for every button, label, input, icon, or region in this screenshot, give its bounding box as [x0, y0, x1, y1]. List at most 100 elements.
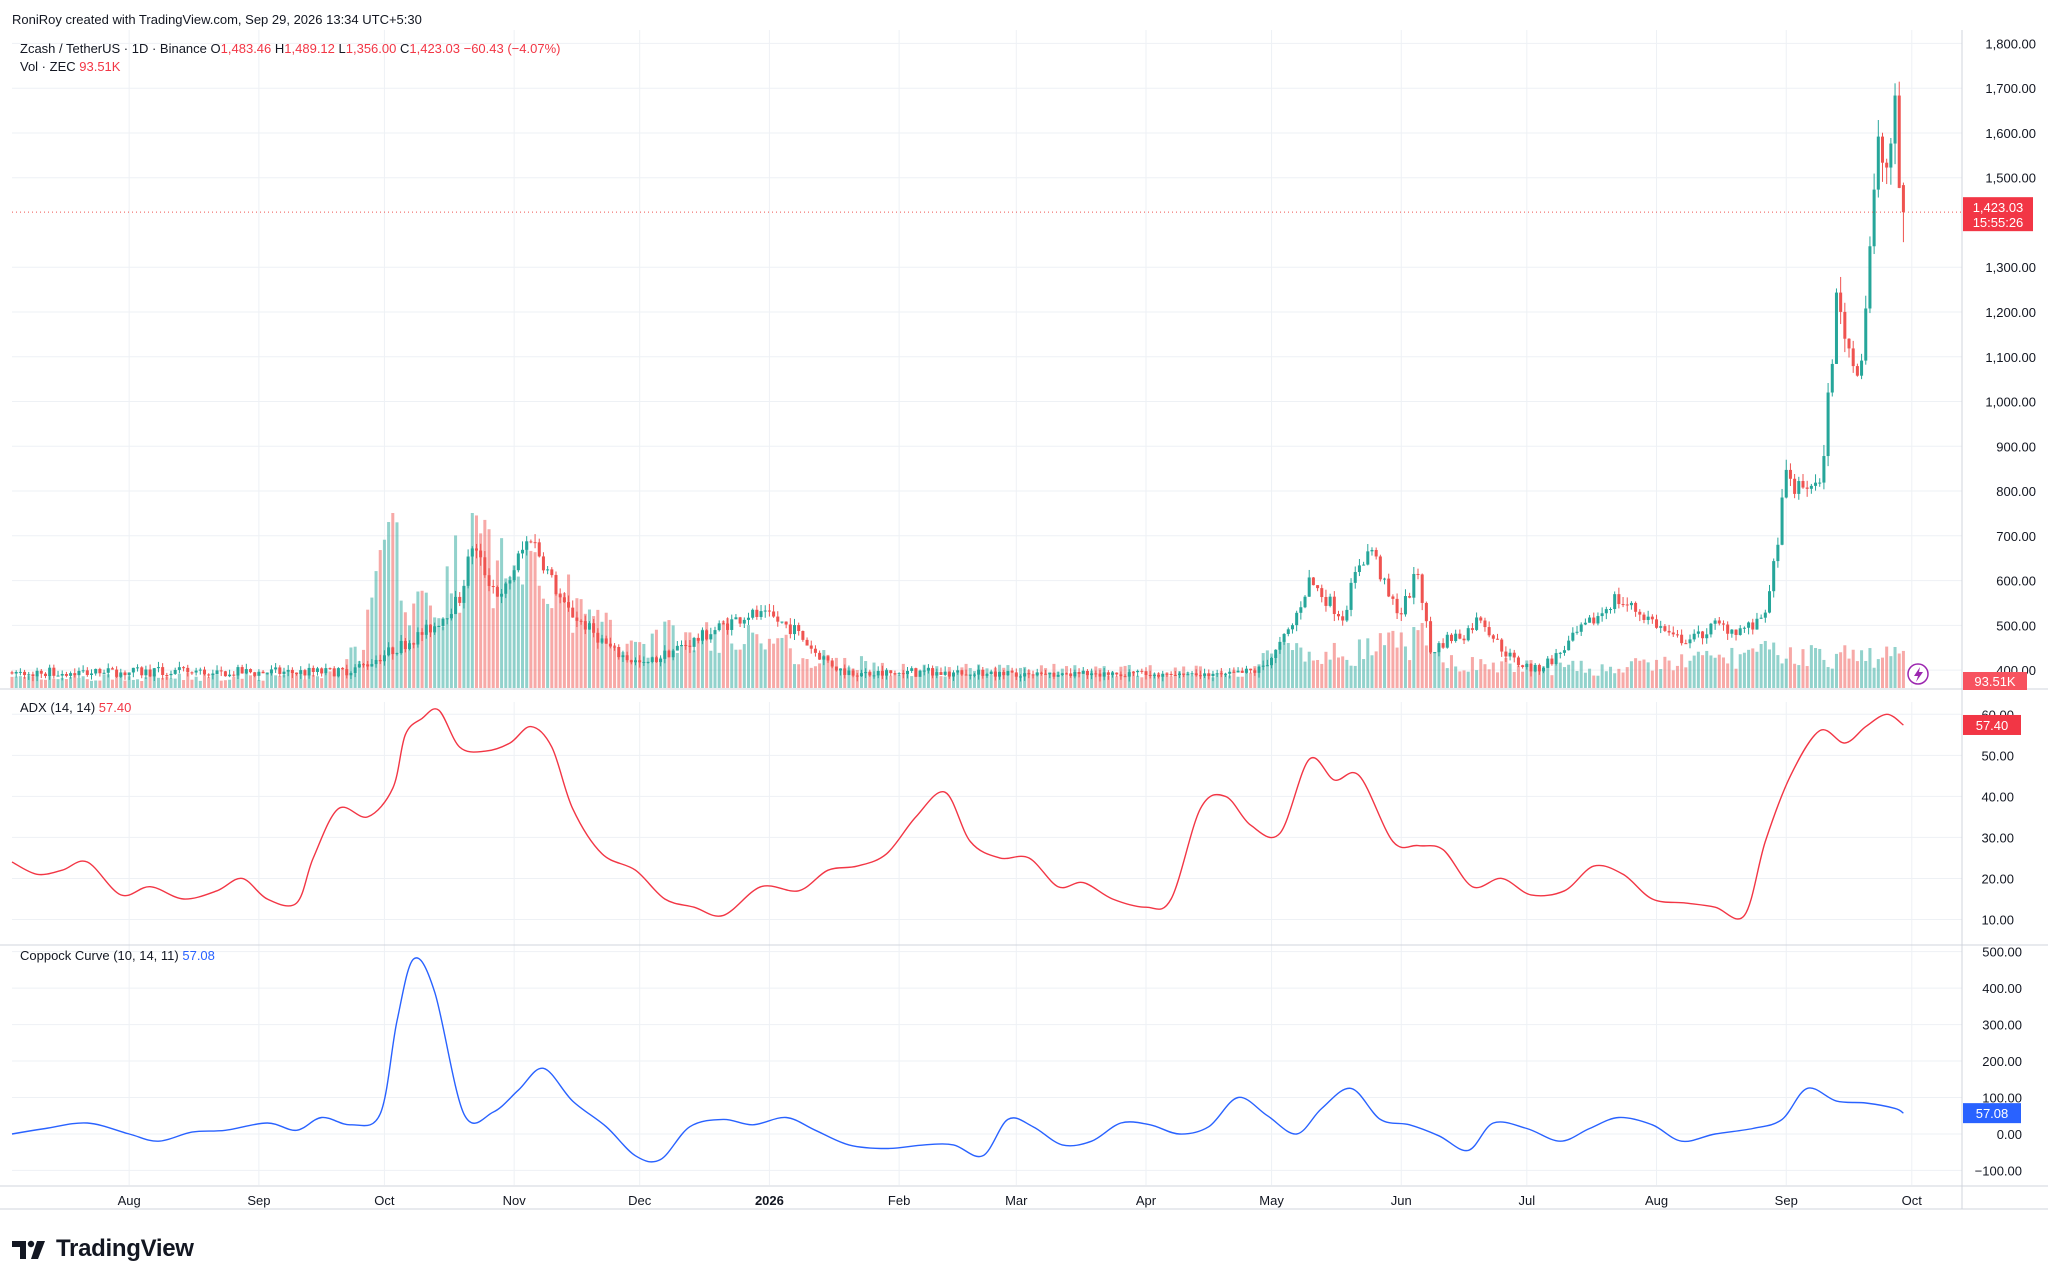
candle-body — [1826, 392, 1830, 457]
candle-body — [1738, 628, 1742, 635]
candle-body — [14, 671, 18, 674]
candle-body — [780, 621, 784, 623]
volume-bar — [751, 632, 755, 688]
tradingview-logo[interactable]: TradingView — [12, 1235, 194, 1263]
candle-body — [868, 672, 872, 676]
candle-body — [370, 664, 374, 667]
volume-bar — [788, 648, 792, 688]
volume-bar — [709, 650, 713, 688]
volume-bar — [1449, 655, 1453, 688]
candle-body — [1797, 481, 1801, 494]
coppock-value: 57.08 — [182, 948, 215, 963]
candle-body — [1065, 673, 1069, 675]
candle-body — [395, 653, 399, 655]
volume-bar — [1328, 659, 1332, 688]
symbol-name: Zcash / TetherUS · 1D · Binance — [20, 41, 207, 56]
volume-bar — [1809, 645, 1813, 688]
volume-bar — [793, 664, 797, 688]
candle-body — [1224, 673, 1228, 675]
candle-body — [797, 625, 801, 632]
volume-bar — [1688, 660, 1692, 688]
candle-body — [939, 672, 943, 675]
volume-bar — [483, 519, 487, 688]
volume-bar — [1140, 677, 1144, 688]
volume-bar — [717, 652, 721, 688]
candle-body — [336, 668, 340, 677]
candle-body — [696, 637, 700, 641]
candle-body — [282, 671, 286, 674]
candle-body — [357, 664, 361, 668]
volume-bar — [813, 666, 817, 688]
candle-body — [1847, 338, 1851, 349]
candle-body — [759, 611, 763, 617]
candle-body — [332, 668, 336, 677]
volume-bar — [1374, 651, 1378, 688]
candle-body — [1604, 609, 1608, 614]
candle-body — [311, 667, 315, 672]
candle-body — [1445, 634, 1449, 648]
volume-bar — [35, 675, 39, 688]
time-axis-label: Sep — [247, 1193, 270, 1208]
candle-body — [968, 674, 972, 676]
volume-bar — [85, 679, 89, 688]
price-badge — [1963, 197, 2033, 232]
candle-body — [755, 609, 759, 617]
candle-body — [972, 674, 976, 676]
adx-axis-label: 30.00 — [1981, 830, 2014, 845]
candle-body — [1839, 292, 1843, 312]
volume-bar — [119, 674, 123, 688]
candle-body — [546, 569, 550, 571]
candle-body — [1642, 614, 1646, 620]
candle-body — [1525, 663, 1529, 668]
volume-bar — [1265, 650, 1269, 688]
volume-bar — [1872, 667, 1876, 688]
candle-body — [491, 586, 495, 588]
time-axis-label: Nov — [503, 1193, 527, 1208]
candle-body — [1776, 544, 1780, 562]
volume-bar — [382, 539, 386, 688]
change-value: −60.43 (−4.07%) — [463, 41, 561, 56]
volume-bar — [1219, 670, 1223, 688]
volume-bar — [1692, 655, 1696, 688]
volume-bar — [449, 593, 453, 688]
volume-bar — [1592, 675, 1596, 688]
candle-body — [1044, 673, 1048, 675]
candle-body — [596, 632, 600, 643]
candle-body — [98, 668, 102, 674]
volume-bar — [1081, 670, 1085, 688]
volume-bar — [123, 680, 127, 688]
volume-bar — [1814, 647, 1818, 688]
candle-body — [152, 668, 156, 677]
volume-bar — [470, 513, 474, 688]
volume-bar — [223, 680, 227, 688]
volume-bar — [1433, 651, 1437, 688]
price-axis-label: 1,600.00 — [1985, 126, 2036, 141]
volume-bar — [1546, 662, 1550, 688]
coppock-pane — [11, 957, 1904, 1163]
tradingview-logo-icon — [12, 1240, 45, 1259]
volume-bar — [127, 676, 131, 688]
volume-bar — [1383, 645, 1387, 688]
candle-body — [1608, 609, 1613, 611]
candle-body — [127, 672, 131, 676]
candle-body — [1470, 628, 1474, 630]
volume-bar — [525, 541, 529, 688]
volume-label: Vol · ZEC — [20, 59, 76, 74]
candle-body — [964, 674, 968, 676]
candle-body — [236, 667, 240, 676]
volume-bar — [776, 638, 780, 688]
candle-body — [1680, 634, 1684, 644]
volume-bar — [839, 669, 843, 688]
candle-body — [1449, 634, 1453, 642]
volume-badge-value: 93.51K — [1974, 674, 2016, 689]
volume-bar — [1014, 673, 1018, 688]
tradingview-wordmark: TradingView — [56, 1235, 194, 1262]
volume-bar — [1249, 672, 1253, 688]
candle-body — [173, 669, 177, 674]
candle-body — [1550, 658, 1554, 665]
volume-bar — [1818, 648, 1822, 688]
volume-bar — [98, 680, 102, 688]
candle-body — [717, 623, 721, 631]
candle-body — [286, 669, 290, 672]
